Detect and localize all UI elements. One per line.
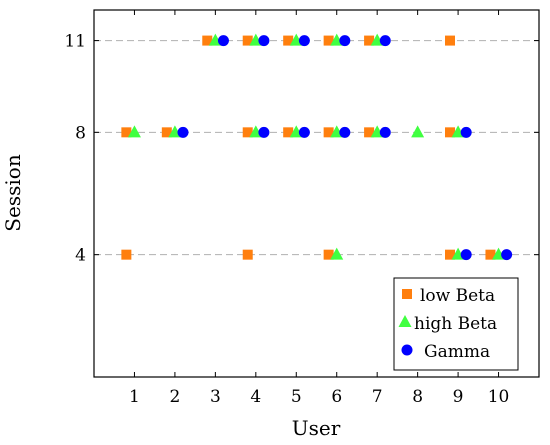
data-point-circle xyxy=(339,35,351,47)
legend-symbol-square xyxy=(402,289,412,299)
data-point-circle xyxy=(501,249,513,261)
data-point-circle xyxy=(379,35,391,47)
data-point-circle xyxy=(339,126,351,138)
data-point-square xyxy=(283,35,294,46)
x-tick-label: 5 xyxy=(291,387,302,407)
data-point-triangle xyxy=(127,125,141,138)
x-tick-label: 6 xyxy=(331,387,342,407)
data-point-circle xyxy=(258,35,270,47)
data-point-circle xyxy=(177,126,189,138)
data-point-square xyxy=(121,249,132,260)
legend-symbol-circle xyxy=(401,344,413,356)
data-point-square xyxy=(445,249,455,260)
data-point-square xyxy=(283,127,294,138)
data-point-square xyxy=(161,127,172,138)
data-point-circle xyxy=(379,126,391,138)
x-tick-label: 8 xyxy=(412,387,423,407)
y-axis-label: Session xyxy=(1,154,25,232)
x-axis-label: User xyxy=(292,416,341,440)
x-tick-label: 10 xyxy=(488,387,510,407)
x-tick-label: 1 xyxy=(129,387,140,407)
legend-label-gamma: Gamma xyxy=(424,342,490,362)
data-point-square xyxy=(242,127,253,138)
data-point-square xyxy=(485,249,496,260)
legend-box xyxy=(393,277,519,371)
data-point-square xyxy=(323,249,334,260)
legend: low Beta high Beta Gamma xyxy=(393,277,519,371)
x-tick-label: 4 xyxy=(250,387,261,407)
data-point-square xyxy=(323,35,334,46)
data-point-square xyxy=(202,35,213,46)
data-point-square xyxy=(323,127,334,138)
grid-lines xyxy=(94,40,539,256)
legend-label-low-beta: low Beta xyxy=(420,286,495,306)
data-markers xyxy=(121,33,513,261)
data-point-circle xyxy=(298,126,310,138)
data-point-circle xyxy=(460,126,472,138)
data-point-square xyxy=(445,35,455,46)
data-point-square xyxy=(121,127,132,138)
y-tick-label: 4 xyxy=(75,246,86,266)
data-point-circle xyxy=(258,126,270,138)
data-point-square xyxy=(445,127,455,138)
x-tick-label: 2 xyxy=(169,387,180,407)
data-point-triangle xyxy=(411,125,425,138)
x-tick-label: 3 xyxy=(210,387,221,407)
data-point-circle xyxy=(460,249,472,261)
x-tick-label: 7 xyxy=(372,387,383,407)
data-point-square xyxy=(242,35,253,46)
data-point-square xyxy=(364,127,375,138)
legend-symbol-triangle xyxy=(398,315,412,327)
data-point-triangle xyxy=(330,247,344,260)
legend-symbols xyxy=(398,289,413,356)
plot-frame xyxy=(93,9,540,378)
y-tick-label: 11 xyxy=(64,32,86,52)
data-point-square xyxy=(364,35,375,46)
legend-label-high-beta: high Beta xyxy=(414,314,497,334)
x-tick-label: 9 xyxy=(453,387,464,407)
data-point-square xyxy=(242,249,253,260)
y-tick-label: 8 xyxy=(75,123,86,143)
data-point-circle xyxy=(298,35,310,47)
data-point-circle xyxy=(217,35,229,47)
